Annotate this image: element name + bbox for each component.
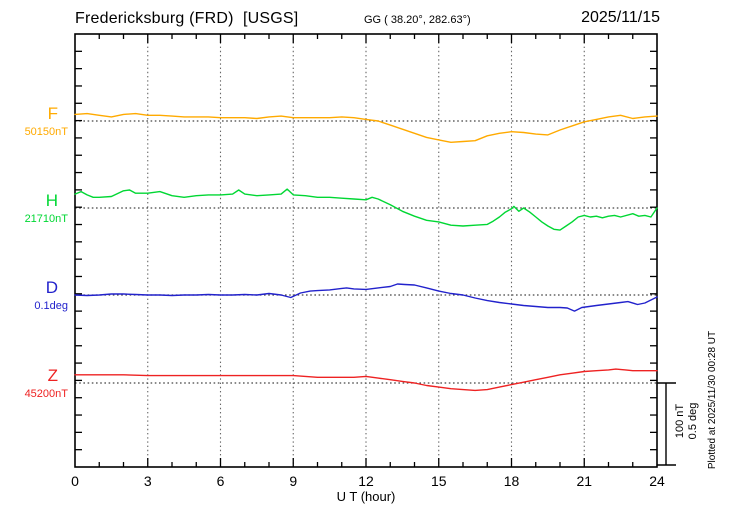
channel-baseline-value-F: 50150nT [24, 126, 68, 138]
x-tick-label-9: 9 [289, 473, 298, 489]
channel-label-Z: Z 45200nT [0, 367, 68, 400]
plotted-at-note: Plotted at 2025/11/30 00:28 UT [707, 330, 718, 470]
channel-letter-Z: Z [47, 366, 58, 385]
plot-date: 2025/11/15 [581, 9, 660, 26]
trace-D [74, 283, 658, 312]
x-tick-label-18: 18 [503, 473, 520, 489]
x-tick-label-6: 6 [216, 473, 225, 489]
channel-baseline-value-D: 0.1deg [34, 300, 68, 312]
channel-label-H: H 21710nT [0, 192, 68, 225]
trace-F [74, 112, 658, 144]
channel-letter-H: H [45, 191, 58, 210]
x-tick-label-21: 21 [576, 473, 593, 489]
x-axis-title: U T (hour) [336, 489, 396, 504]
x-tick-label-12: 12 [358, 473, 374, 489]
channel-letter-F: F [47, 104, 58, 123]
trace-H [74, 188, 658, 231]
plot-frame [74, 33, 658, 468]
x-tick-label-24: 24 [649, 473, 665, 489]
channel-label-F: F 50150nT [0, 105, 68, 138]
scale-bar-nt-label: 100 nT [674, 403, 686, 439]
geographic-coordinates: GG ( 38.20°, 282.63°) [364, 14, 471, 26]
channel-baseline-value-Z: 45200nT [24, 388, 68, 400]
scale-bar-label: 100 nT 0.5 deg [674, 399, 700, 443]
trace-Z [74, 368, 658, 392]
channel-letter-D: D [45, 278, 58, 297]
channel-baseline-value-H: 21710nT [24, 213, 68, 225]
scale-bar-deg-label: 0.5 deg [687, 402, 699, 440]
station-title: Fredericksburg (FRD) [USGS] [75, 10, 299, 27]
x-tick-label-3: 3 [143, 473, 152, 489]
x-tick-label-15: 15 [430, 473, 447, 489]
x-tick-label-0: 0 [71, 473, 79, 489]
channel-label-D: D 0.1deg [0, 279, 68, 312]
